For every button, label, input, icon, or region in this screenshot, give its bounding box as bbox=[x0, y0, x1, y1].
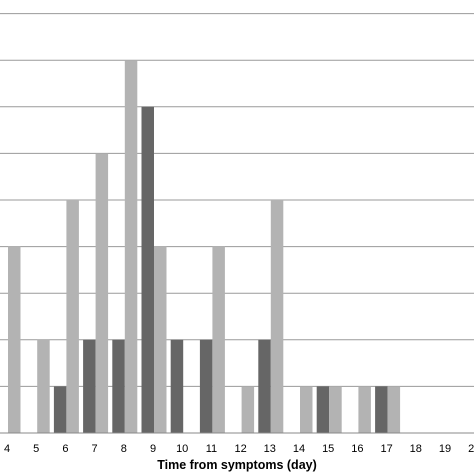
x-tick-label: 8 bbox=[121, 443, 127, 455]
bar-series-2-day-13 bbox=[270, 200, 284, 433]
bar-series-1-day-8 bbox=[112, 339, 125, 433]
grid-lines bbox=[0, 13, 474, 387]
x-tick-label: 6 bbox=[62, 443, 68, 455]
bar-series-2-day-15 bbox=[329, 386, 342, 433]
bar-series-2-day-8 bbox=[124, 60, 138, 433]
x-tick-label: 5 bbox=[33, 443, 39, 455]
x-tick-label: 7 bbox=[92, 443, 98, 455]
bar-series-2-day-6 bbox=[66, 200, 79, 433]
bar-series-2-day-16 bbox=[358, 386, 371, 433]
bar-series-1-day-17 bbox=[375, 386, 388, 433]
bar-series-1-day-15 bbox=[316, 386, 330, 433]
bar-series-1-day-10 bbox=[170, 339, 184, 433]
bar-series-2-day-7 bbox=[95, 153, 109, 433]
x-tick-label: 13 bbox=[264, 443, 276, 455]
bar-series-2-day-12 bbox=[241, 386, 255, 433]
x-axis-title: Time from symptoms (day) bbox=[157, 458, 317, 472]
x-tick-label: 9 bbox=[150, 443, 156, 455]
x-tick-label: 19 bbox=[439, 443, 451, 455]
x-tick-label: 4 bbox=[4, 443, 10, 455]
x-tick-label: 20 bbox=[468, 443, 474, 455]
x-tick-label: 18 bbox=[410, 443, 422, 455]
x-tick-label: 12 bbox=[234, 443, 246, 455]
x-tick-label: 10 bbox=[176, 443, 188, 455]
x-tick-label: 15 bbox=[322, 443, 334, 455]
bar-series-1-day-13 bbox=[258, 339, 271, 433]
bar-series-2-day-4 bbox=[8, 246, 21, 433]
x-tick-label: 16 bbox=[351, 443, 363, 455]
x-tick-label: 11 bbox=[206, 443, 217, 455]
bar-series-2-day-5 bbox=[37, 339, 50, 433]
bar-series-2-day-14 bbox=[300, 386, 313, 433]
bar-series-2-day-9 bbox=[154, 246, 167, 433]
bar-series-1-day-6 bbox=[53, 386, 67, 433]
bar-series-1-day-7 bbox=[83, 339, 96, 433]
x-tick-label: 17 bbox=[380, 443, 392, 455]
bar-series-2-day-11 bbox=[212, 246, 225, 433]
bar-series-1-day-11 bbox=[199, 339, 213, 433]
bars bbox=[8, 60, 401, 434]
bar-series-1-day-9 bbox=[141, 106, 154, 434]
bar-series-2-day-17 bbox=[387, 386, 401, 433]
x-tick-labels: 4 5 6 7 8 9 10 11 12 13 14 15 16 17 18 19 20 bbox=[4, 443, 474, 455]
x-tick-label: 14 bbox=[293, 443, 305, 455]
